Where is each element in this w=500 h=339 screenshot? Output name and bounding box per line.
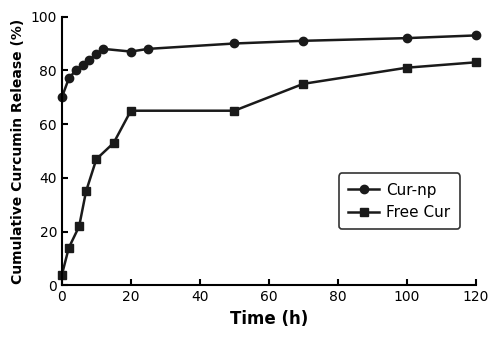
Cur-np bbox=[128, 49, 134, 54]
Cur-np bbox=[59, 95, 65, 99]
Free Cur bbox=[232, 109, 237, 113]
Cur-np bbox=[404, 36, 409, 40]
Free Cur bbox=[128, 109, 134, 113]
X-axis label: Time (h): Time (h) bbox=[230, 310, 308, 328]
Cur-np bbox=[300, 39, 306, 43]
Free Cur bbox=[76, 224, 82, 228]
Legend: Cur-np, Free Cur: Cur-np, Free Cur bbox=[339, 174, 460, 230]
Free Cur bbox=[110, 141, 116, 145]
Cur-np bbox=[100, 47, 106, 51]
Y-axis label: Cumulative Curcumin Release (%): Cumulative Curcumin Release (%) bbox=[11, 18, 25, 284]
Free Cur bbox=[404, 66, 409, 70]
Cur-np bbox=[232, 41, 237, 45]
Cur-np bbox=[86, 58, 92, 62]
Cur-np bbox=[145, 47, 151, 51]
Free Cur bbox=[94, 157, 100, 161]
Cur-np bbox=[80, 63, 86, 67]
Cur-np bbox=[472, 34, 478, 38]
Free Cur bbox=[59, 273, 65, 277]
Line: Free Cur: Free Cur bbox=[58, 58, 480, 279]
Line: Cur-np: Cur-np bbox=[58, 31, 480, 101]
Free Cur bbox=[83, 190, 89, 194]
Free Cur bbox=[66, 246, 72, 250]
Cur-np bbox=[72, 68, 78, 73]
Free Cur bbox=[300, 82, 306, 86]
Cur-np bbox=[66, 76, 72, 80]
Free Cur bbox=[472, 60, 478, 64]
Cur-np bbox=[94, 52, 100, 56]
